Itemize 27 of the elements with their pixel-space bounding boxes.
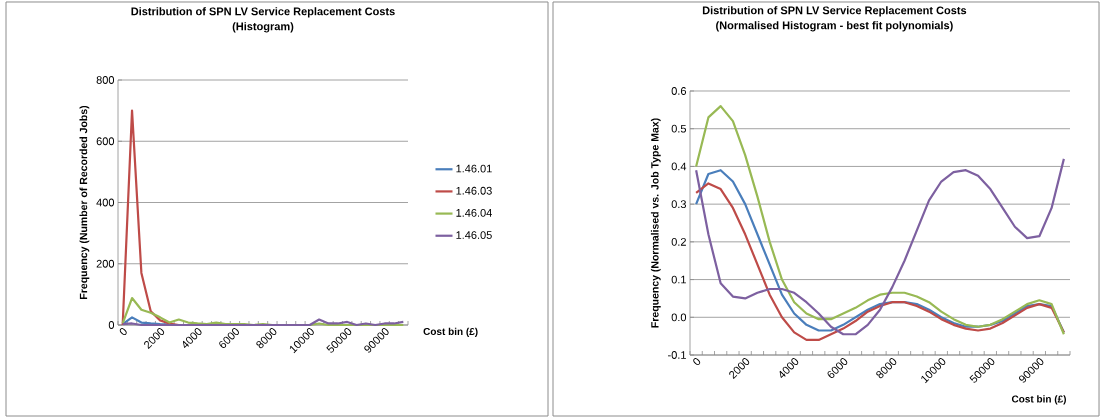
legend-label: 1.46.05 [456,231,492,239]
y-tick-label: 0.5 [671,124,687,133]
x-axis-title: Cost bin (£) [423,327,478,338]
x-tick-label: 0 [119,328,127,336]
chart-subtitle: (Normalised Histogram - best fit polynomials) [716,21,953,32]
legend-label: 1.46.01 [456,164,492,173]
legend-label: 1.46.04 [456,208,492,217]
y-tick-label: 0.6 [671,87,687,95]
y-tick-label: 0.0 [671,313,687,322]
y-tick-label: 600 [96,137,115,146]
y-tick-label: 800 [96,76,115,84]
chart-title: Distribution of SPN LV Service Replacement Costs [702,6,967,17]
y-tick-label: 200 [96,259,115,268]
y-tick-label: -0.1 [668,351,686,359]
legend-label: 1.46.03 [456,186,492,195]
y-axis-title: Frequency (Normalised vs. Job Type Max) [650,118,661,328]
y-tick-label: 0.4 [671,162,687,171]
x-axis-title: Cost bin (£) [1011,395,1066,405]
y-tick-label: 0.2 [671,237,686,246]
y-tick-label: 0 [108,321,115,329]
y-tick-label: 0.1 [671,275,686,284]
chart-title: Distribution of SPN LV Service Replacement Costs [131,7,395,18]
y-axis-title: Frequency (Number of Recorded Jobs) [79,105,90,299]
x-tick-label: 0 [693,358,701,366]
chart-subtitle: (Histogram) [232,22,294,33]
y-tick-label: 400 [96,198,115,207]
y-tick-label: 0.3 [671,200,687,209]
